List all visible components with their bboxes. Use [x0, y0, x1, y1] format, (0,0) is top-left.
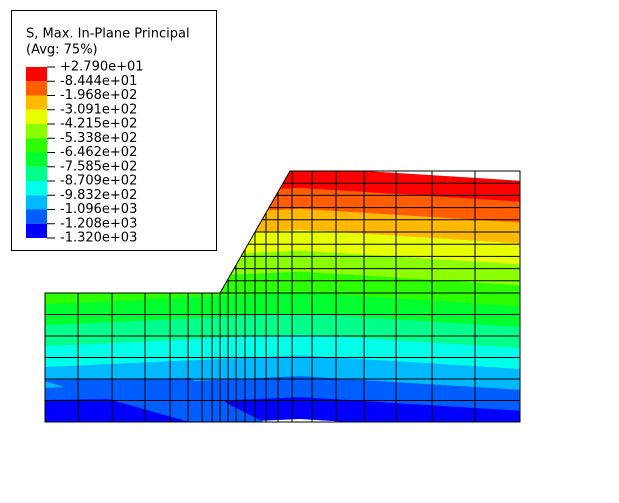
- legend-swatch: [26, 209, 47, 224]
- legend-swatch: [26, 181, 47, 196]
- legend-swatch: [26, 152, 47, 167]
- legend: +2.790e+01-8.444e+01-1.968e+02-3.091e+02…: [26, 60, 144, 246]
- legend-label: -8.444e+01: [60, 74, 137, 89]
- legend-swatch: [26, 81, 47, 96]
- legend-swatch: [26, 138, 47, 153]
- contour-band: [45, 334, 520, 371]
- legend-swatch: [26, 124, 47, 139]
- legend-label: -6.462e+02: [60, 145, 137, 160]
- legend-label: -1.968e+02: [60, 88, 137, 103]
- legend-label: -7.585e+02: [60, 159, 137, 174]
- legend-swatch: [26, 95, 47, 110]
- legend-title: S, Max. In-Plane Principal: [26, 27, 190, 42]
- legend-label: +2.790e+01: [60, 60, 144, 75]
- mesh: [44, 170, 521, 423]
- mesh-outline: [44, 170, 521, 423]
- legend-swatch: [26, 109, 47, 124]
- legend-subtitle: (Avg: 75%): [26, 43, 98, 58]
- contour-band: [45, 292, 520, 329]
- legend-label: -8.709e+02: [60, 174, 137, 189]
- legend-label: -5.338e+02: [60, 131, 137, 146]
- legend-label: -1.096e+03: [60, 202, 137, 217]
- legend-label: -3.091e+02: [60, 102, 137, 117]
- legend-label: -1.320e+03: [60, 231, 137, 246]
- legend-swatch: [26, 67, 47, 82]
- legend-label: -1.208e+03: [60, 216, 137, 231]
- legend-swatch: [26, 195, 47, 210]
- legend-label: -9.832e+02: [60, 188, 137, 203]
- contour-band: [45, 313, 520, 350]
- legend-swatch: [26, 166, 47, 181]
- legend-swatch: [26, 223, 47, 238]
- legend-label: -4.215e+02: [60, 117, 137, 132]
